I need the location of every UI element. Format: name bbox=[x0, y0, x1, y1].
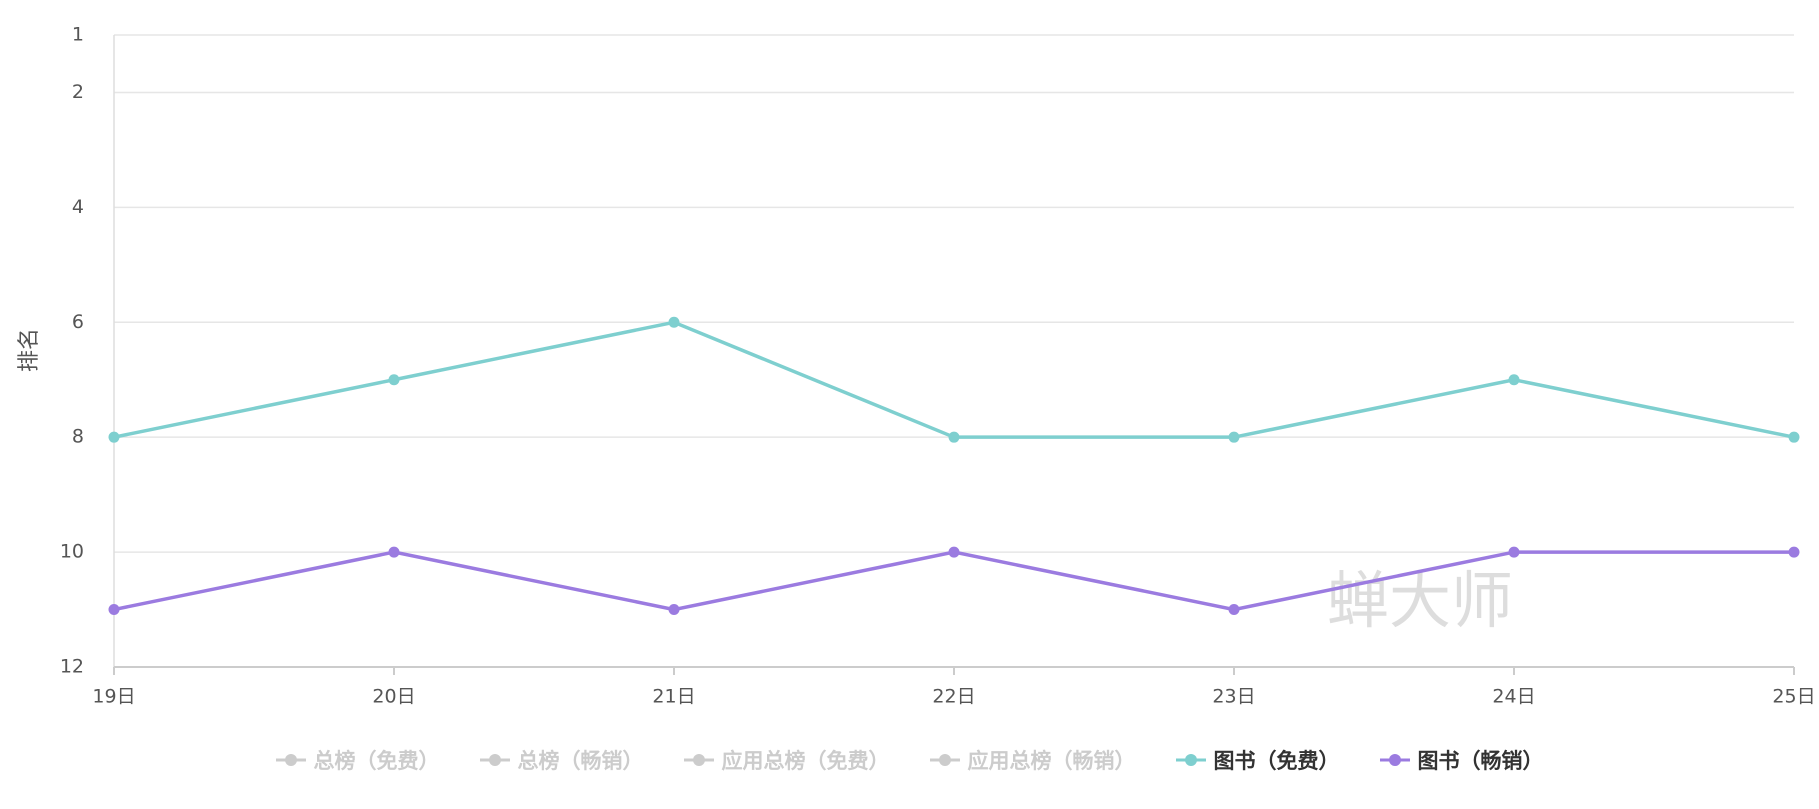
legend-item[interactable]: 应用总榜（畅销） bbox=[929, 745, 1136, 775]
x-tick-label: 24日 bbox=[1492, 686, 1535, 708]
legend-item[interactable]: 总榜（畅销） bbox=[479, 745, 644, 775]
y-tick-label: 1 bbox=[72, 24, 84, 46]
x-tick-label: 25日 bbox=[1772, 686, 1815, 708]
y-tick-label: 2 bbox=[72, 81, 84, 103]
legend-item[interactable]: 图书（免费） bbox=[1175, 745, 1340, 775]
legend-item[interactable]: 图书（畅销） bbox=[1379, 745, 1544, 775]
legend-marker bbox=[929, 754, 960, 766]
y-tick-label: 10 bbox=[60, 541, 84, 563]
data-point bbox=[948, 431, 960, 443]
legend-item[interactable]: 应用总榜（免费） bbox=[683, 745, 890, 775]
x-tick-label: 23日 bbox=[1212, 686, 1255, 708]
legend-marker bbox=[275, 754, 306, 766]
data-point bbox=[108, 604, 120, 616]
data-point bbox=[108, 431, 120, 443]
legend-marker bbox=[1175, 754, 1206, 766]
legend: 总榜（免费） 总榜（畅销） 应用总榜（免费） 应用总榜（畅销） 图书（免费） 图书（畅销） bbox=[0, 745, 1819, 775]
legend-dot bbox=[938, 754, 951, 766]
legend-marker bbox=[683, 754, 714, 766]
data-point bbox=[948, 546, 960, 558]
y-tick-label: 6 bbox=[72, 311, 84, 333]
legend-label: 总榜（畅销） bbox=[517, 749, 644, 773]
data-point bbox=[1788, 431, 1800, 443]
y-tick-label: 8 bbox=[72, 426, 84, 448]
y-tick-label: 12 bbox=[60, 656, 84, 678]
data-point bbox=[1228, 431, 1240, 443]
data-point bbox=[668, 604, 680, 616]
series-line bbox=[113, 550, 1794, 612]
x-tick-label: 19日 bbox=[92, 686, 135, 708]
data-point bbox=[668, 316, 680, 328]
legend-label: 总榜（免费） bbox=[313, 749, 440, 773]
data-point bbox=[1508, 546, 1520, 558]
x-tick-label: 20日 bbox=[372, 686, 415, 708]
x-tick-label: 22日 bbox=[932, 686, 975, 708]
legend-label: 图书（免费） bbox=[1213, 749, 1340, 773]
y-axis-label: 排名 bbox=[17, 328, 42, 372]
legend-dot bbox=[1184, 754, 1197, 766]
data-point bbox=[1508, 374, 1520, 386]
data-point bbox=[388, 374, 400, 386]
legend-dot bbox=[284, 754, 297, 766]
legend-label: 应用总榜（免费） bbox=[721, 749, 890, 773]
legend-dot bbox=[1388, 754, 1401, 766]
data-point bbox=[1788, 546, 1800, 558]
x-tick-label: 21日 bbox=[652, 686, 695, 708]
watermark: 蝉大师 bbox=[1327, 564, 1513, 637]
legend-marker bbox=[1379, 754, 1410, 766]
legend-label: 图书（畅销） bbox=[1417, 749, 1544, 773]
legend-dot bbox=[692, 754, 705, 766]
legend-dot bbox=[488, 754, 501, 766]
data-point bbox=[1228, 604, 1240, 616]
legend-item[interactable]: 总榜（免费） bbox=[275, 745, 440, 775]
y-tick-label: 4 bbox=[72, 196, 84, 218]
legend-marker bbox=[479, 754, 510, 766]
series-line bbox=[113, 320, 1795, 439]
legend-label: 应用总榜（畅销） bbox=[967, 749, 1136, 773]
data-point bbox=[388, 546, 400, 558]
